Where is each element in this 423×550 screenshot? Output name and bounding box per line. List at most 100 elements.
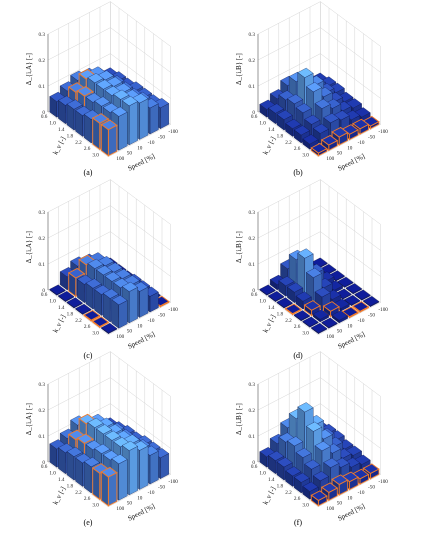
bar xyxy=(312,309,329,323)
bars xyxy=(259,248,380,335)
z-tick-label: 0.3 xyxy=(39,32,46,38)
bar-front xyxy=(129,446,138,496)
gridline-z xyxy=(257,205,381,251)
bar xyxy=(58,291,75,303)
bar xyxy=(293,310,310,322)
z-tick-label: 0.2 xyxy=(249,408,256,414)
x-axis-label: k_v [-] xyxy=(51,485,67,506)
x-tick-label: 2.2 xyxy=(285,318,292,324)
bar-side xyxy=(75,110,83,137)
floor-line xyxy=(108,302,171,335)
bar-side xyxy=(49,96,57,118)
y-tick-label: 50 xyxy=(127,151,133,157)
bar-side xyxy=(49,289,57,296)
bar xyxy=(331,310,348,324)
bar-side xyxy=(59,271,68,291)
x-tick-label: 3.0 xyxy=(92,331,99,337)
bar-front xyxy=(107,124,118,157)
gridline-z xyxy=(47,27,171,73)
y-tick-label: -100 xyxy=(168,479,178,485)
bar-side xyxy=(259,451,267,468)
bar xyxy=(345,283,362,295)
x-tick-label: 1.4 xyxy=(58,305,65,311)
bar xyxy=(354,289,371,301)
y-tick-label: -50 xyxy=(368,313,375,319)
panel-label: (e) xyxy=(84,518,93,527)
z-axis-label: Δ_{i,B} [-] xyxy=(235,403,243,435)
bars xyxy=(49,252,170,335)
bar-side xyxy=(101,327,109,335)
bar-front xyxy=(129,287,138,324)
bar xyxy=(303,300,321,317)
bar xyxy=(49,284,66,296)
y-tick-label: 10 xyxy=(347,323,353,329)
bar-side xyxy=(259,103,267,118)
bar-side xyxy=(100,123,109,157)
bar xyxy=(363,296,380,308)
bar-front xyxy=(129,101,138,146)
x-tick-label: 1.8 xyxy=(67,133,74,139)
bar-side xyxy=(331,314,340,324)
gridline-z xyxy=(47,205,171,251)
bar-side xyxy=(83,113,92,144)
x-axis-label: k_v [-] xyxy=(261,313,277,334)
bar xyxy=(322,301,340,318)
bar-side xyxy=(77,278,85,304)
z-tick-label: 0.2 xyxy=(39,236,46,242)
z-tick-label: 0.2 xyxy=(249,58,256,64)
bar-side xyxy=(285,307,294,316)
y-tick-label: -50 xyxy=(158,135,165,141)
bar-side xyxy=(68,271,77,298)
bar-side xyxy=(92,117,101,151)
bar-side xyxy=(75,308,83,315)
gridline-z xyxy=(47,351,171,397)
x-tick-label: 1.8 xyxy=(277,133,284,139)
y-tick-label: -50 xyxy=(368,485,375,491)
x-tick-label: 2.2 xyxy=(75,140,82,146)
bar-side xyxy=(293,129,302,144)
x-tick-label: 0.6 xyxy=(251,292,258,298)
z-tick-label: 0.3 xyxy=(249,210,256,216)
bar-front xyxy=(139,98,149,140)
y-tick-label: -10 xyxy=(148,490,155,496)
y-tick-label: -50 xyxy=(368,135,375,141)
x-tick-label: 0.6 xyxy=(41,114,48,120)
bar-side xyxy=(304,304,313,317)
x-axis-label: k_v [-] xyxy=(261,135,277,156)
y-tick-label: 10 xyxy=(137,495,143,501)
x-tick-label: 1.4 xyxy=(58,127,65,133)
x-tick-label: 2.2 xyxy=(285,140,292,146)
z-tick-label: 0 xyxy=(42,288,45,294)
bar-side xyxy=(268,295,276,303)
bar-side xyxy=(293,476,302,494)
x-tick-label: 2.2 xyxy=(75,490,82,496)
x-tick-label: 1.4 xyxy=(268,127,275,133)
panel-label: (d) xyxy=(293,351,303,360)
bar xyxy=(111,295,128,329)
bar-front xyxy=(160,103,170,129)
gridline-z xyxy=(47,377,171,423)
bar-side xyxy=(83,314,92,322)
bar xyxy=(295,291,312,310)
bar xyxy=(311,323,328,335)
z-tick-label: 0.1 xyxy=(39,84,46,90)
bar-side xyxy=(276,301,285,309)
bar xyxy=(91,316,110,329)
z-tick-label: 0.1 xyxy=(39,434,46,440)
y-tick-label: 10 xyxy=(347,495,353,501)
floor-line xyxy=(47,111,109,157)
x-tick-label: 2.6 xyxy=(84,496,91,502)
z-tick-label: 0 xyxy=(252,460,255,466)
floor-line xyxy=(257,289,319,335)
x-axis-label: k_v [-] xyxy=(51,313,67,334)
floor-line xyxy=(318,302,381,335)
bar-side xyxy=(58,447,66,475)
bars xyxy=(49,413,170,507)
z-tick-label: 0.1 xyxy=(249,262,256,268)
y-tick-label: 100 xyxy=(326,506,334,512)
